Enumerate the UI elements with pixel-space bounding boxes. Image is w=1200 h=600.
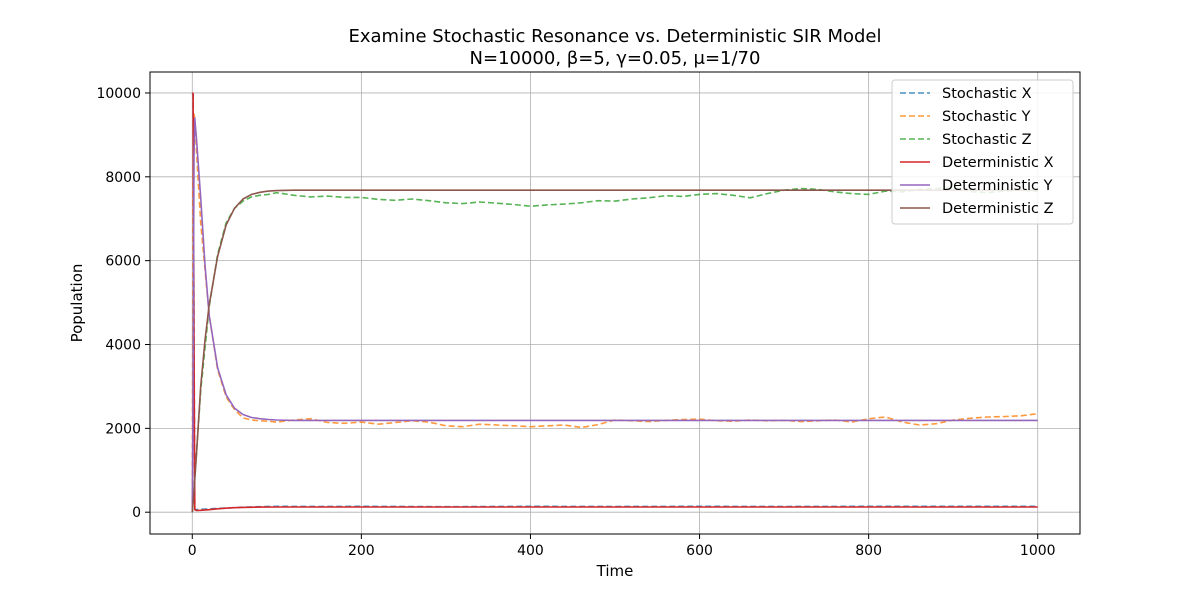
x-tick-label: 1000 (1020, 543, 1056, 559)
plot-lines (191, 92, 1038, 513)
legend-box (891, 79, 1074, 225)
plot-area-frame (149, 71, 1081, 535)
y-tick-label: 10000 (96, 86, 141, 102)
y-tick-label: 2000 (105, 421, 141, 437)
series-line-stochastic-z (191, 187, 1038, 513)
y-tick-label: 6000 (105, 254, 141, 270)
series-line-deterministic-x (191, 92, 1038, 512)
x-axis-label: Time (596, 562, 634, 580)
legend-label-stochastic-z[interactable]: Stochastic Z (942, 132, 1032, 148)
chart-subtitle: N=10000, β=5, γ=0.05, μ=1/70 (470, 48, 761, 69)
legend-label-stochastic-y[interactable]: Stochastic Y (942, 109, 1031, 125)
series-line-deterministic-z (191, 189, 1038, 513)
series-line-stochastic-y (191, 113, 1038, 512)
y-axis-label: Population (68, 264, 86, 343)
x-tick-label: 600 (686, 543, 713, 559)
x-tick-label: 800 (855, 543, 882, 559)
series-line-deterministic-y (191, 117, 1038, 513)
x-tick-label: 400 (517, 543, 544, 559)
y-tick-label: 0 (132, 505, 141, 521)
chart-title: Examine Stochastic Resonance vs. Determi… (348, 26, 881, 47)
y-tick-label: 8000 (105, 170, 141, 186)
x-tick-label: 200 (348, 543, 375, 559)
legend-label-stochastic-x[interactable]: Stochastic X (942, 86, 1032, 102)
legend-label-deterministic-x[interactable]: Deterministic X (942, 155, 1054, 171)
x-tick-label: 0 (188, 543, 197, 559)
legend[interactable]: Stochastic X Stochastic Y Stochastic Z Dete… (891, 79, 1074, 225)
legend-label-deterministic-y[interactable]: Deterministic Y (942, 178, 1053, 194)
y-tick-label: 4000 (105, 338, 141, 354)
legend-label-deterministic-z[interactable]: Deterministic Z (942, 201, 1054, 217)
